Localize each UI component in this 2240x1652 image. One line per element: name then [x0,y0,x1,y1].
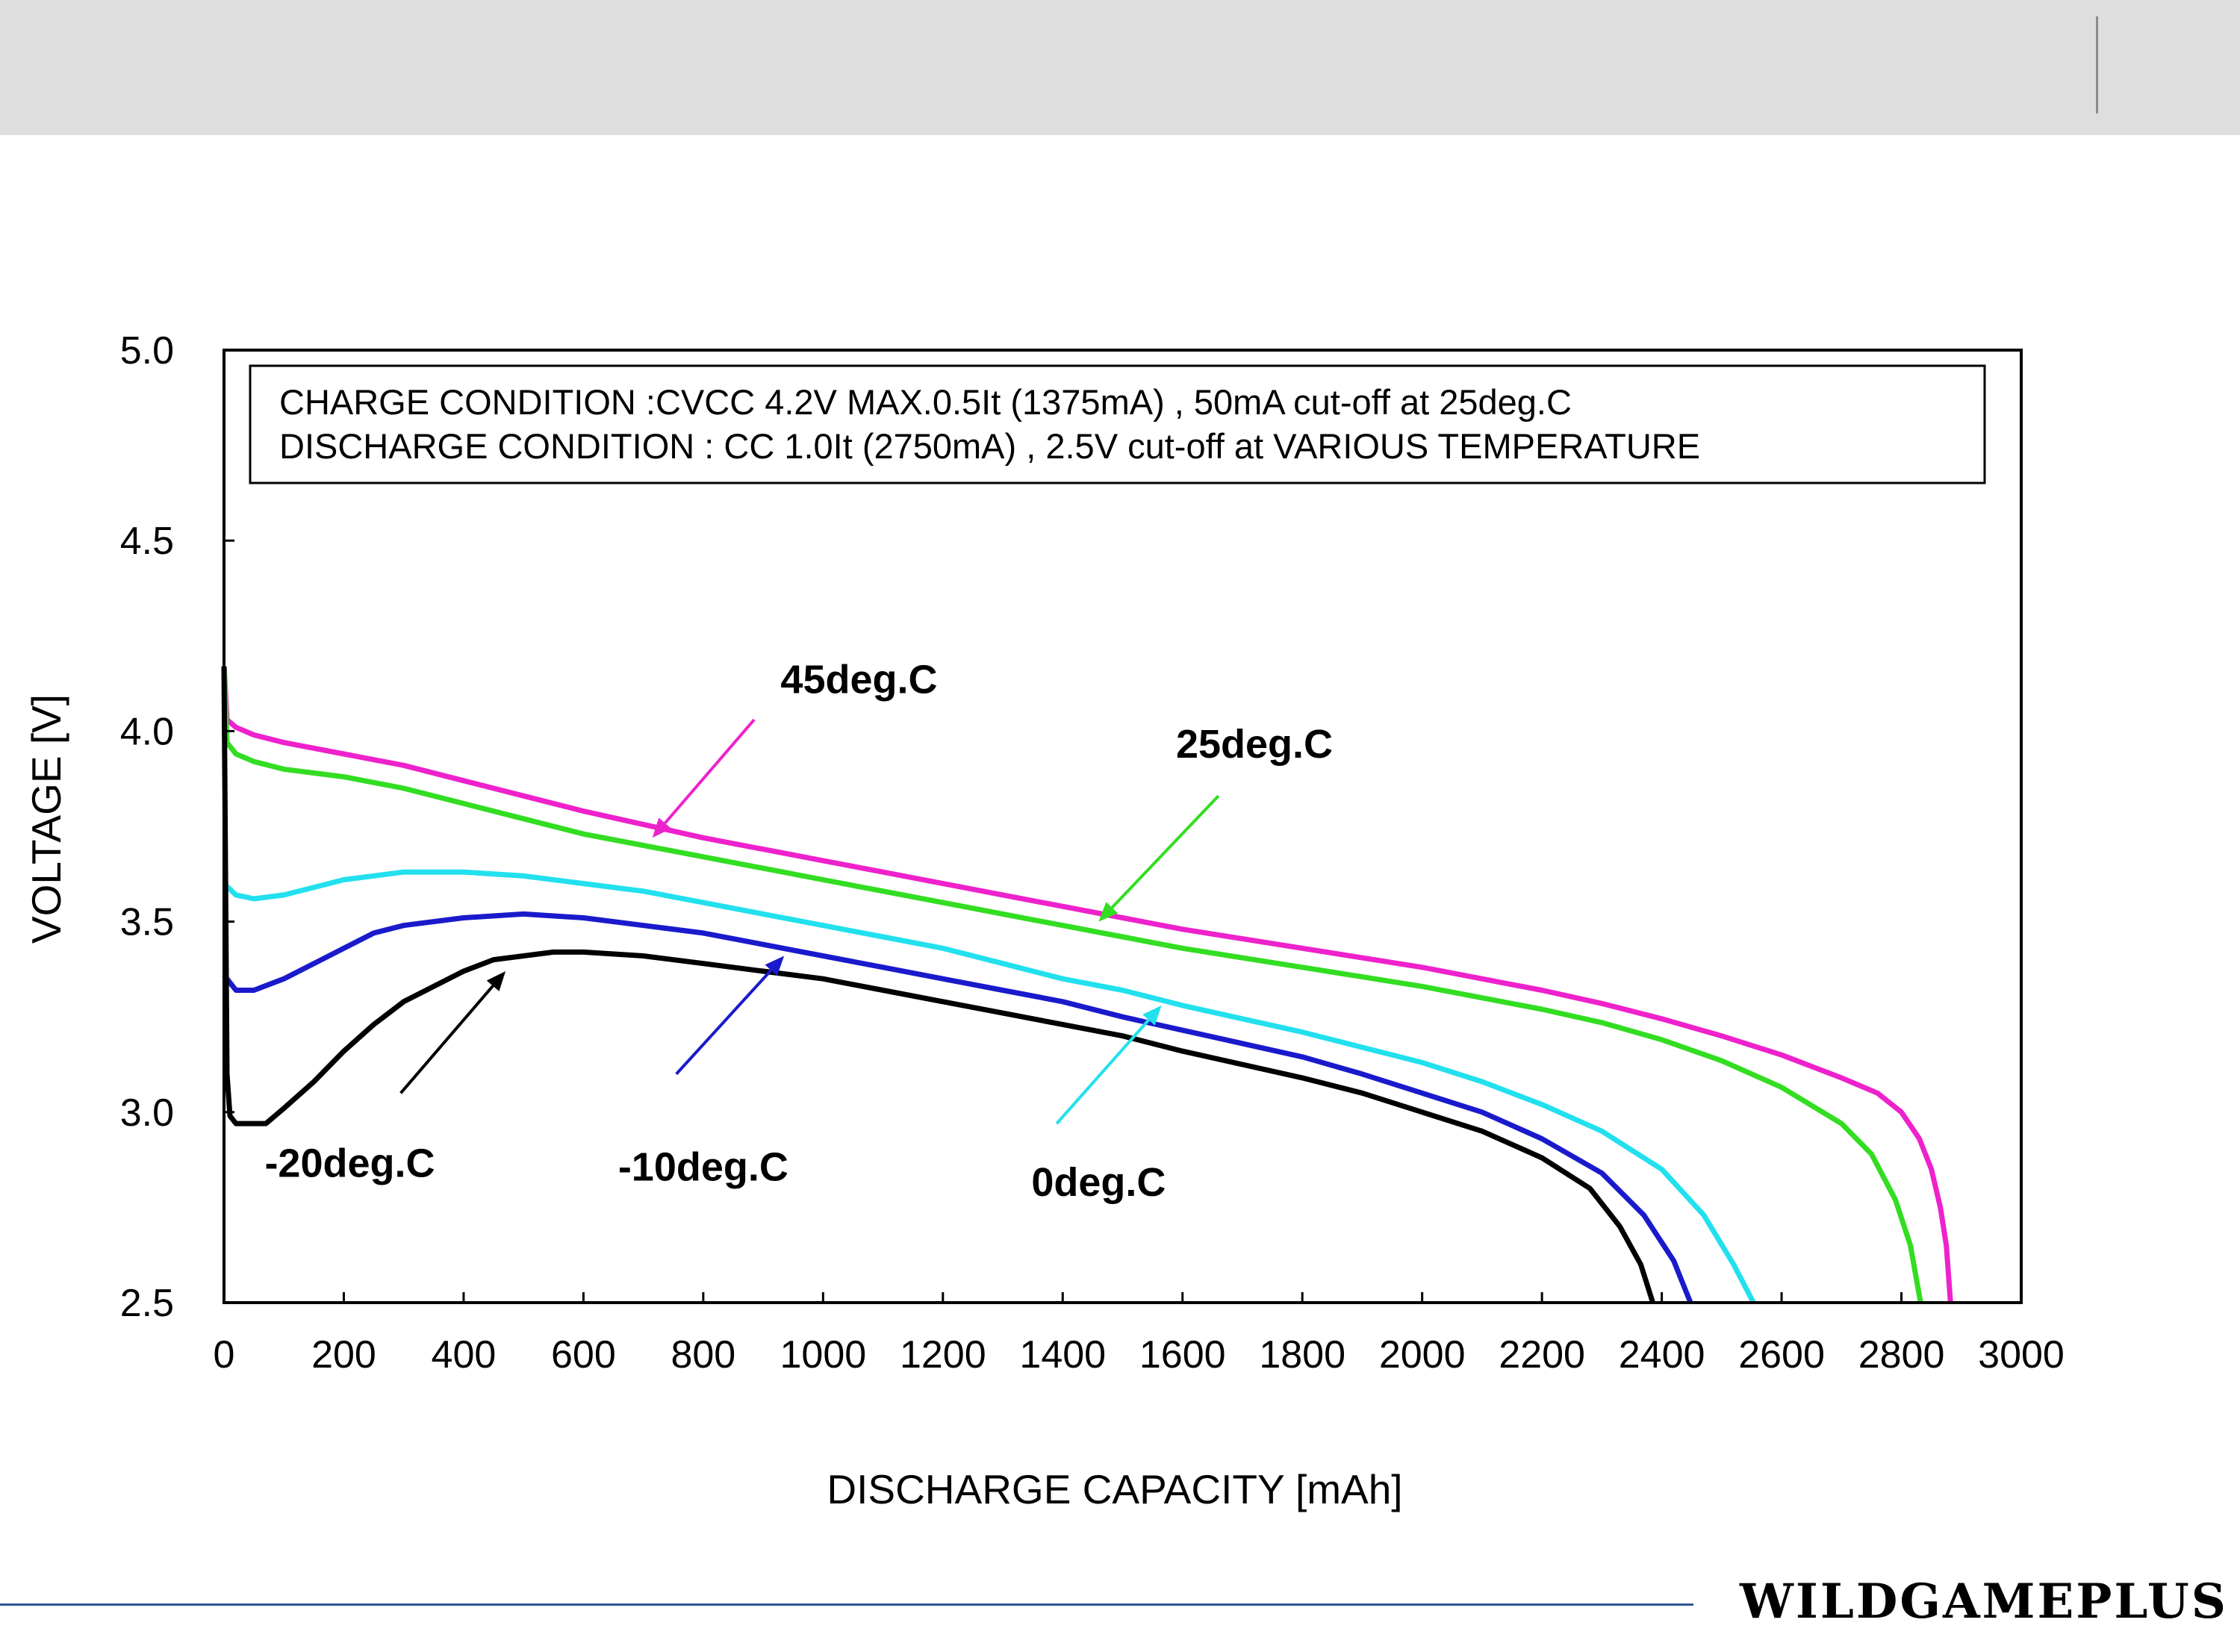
arrow-head-45deg-c [652,817,671,838]
x-ticks-group: 0 200 400 600 800 1000 1200 1400 1600 1800 2000 220… [214,1292,2065,1377]
series-line-10deg-c [222,911,1693,1304]
arrow-head-25deg-c [1098,902,1119,922]
arrow-head-10deg-c [765,956,785,976]
series-group [221,666,1953,1304]
x-tick-label: 2400 [1619,1333,1705,1377]
x-tick-label: 2200 [1499,1333,1585,1377]
x-axis-title: DISCHARGE CAPACITY [mAh] [827,1466,1402,1512]
plot-frame [223,349,2023,1304]
x-tick-label: 2000 [1379,1333,1466,1377]
x-tick-label: 200 [311,1333,376,1377]
x-tick-label: 1200 [900,1333,986,1377]
x-tick-label: 3000 [1978,1333,2065,1377]
x-tick-label: 1000 [780,1333,866,1377]
y-ticks-group: 2.5 3.0 3.5 4.0 4.5 5.0 [120,329,234,1325]
series-line-45deg-c [221,666,1953,1303]
series-label-45deg-c: 45deg.C [780,657,937,702]
series-label-10deg-c: -10deg.C [618,1145,788,1190]
y-tick-label: 3.0 [120,1091,174,1135]
y-tick-label: 5.0 [120,329,174,373]
brand-logo: WILDGAMEPLUS [1740,1574,2228,1630]
x-tick-label: 400 [432,1333,497,1377]
y-tick-label: 2.5 [120,1282,174,1325]
condition-box [249,364,1986,484]
series-line-20deg-c [221,666,1655,1304]
condition-line-1: CHARGE CONDITION :CVCC 4.2V MAX.0.5It (1… [279,382,1572,422]
series-label-0deg-c: 0deg.C [1031,1160,1166,1205]
y-tick-label: 4.5 [120,520,174,563]
y-axis-title: VOLTAGE [V] [23,694,69,944]
x-tick-label: 600 [551,1333,616,1377]
footer-rule [0,1603,1693,1606]
header-divider [2096,16,2098,113]
arrow-shaft-0deg-c [1055,1019,1150,1125]
x-tick-label: 800 [671,1333,735,1377]
y-tick-label: 3.5 [120,901,174,944]
condition-line-2: DISCHARGE CONDITION : CC 1.0It (2750mA) … [279,426,1700,466]
x-tick-label: 1800 [1259,1333,1345,1377]
top-header-band [0,0,2240,135]
y-tick-label: 4.0 [120,710,174,753]
x-tick-label: 2600 [1738,1333,1825,1377]
arrow-head-20deg-c [486,970,506,991]
x-tick-label: 2800 [1858,1333,1945,1377]
x-tick-label: 1400 [1019,1333,1106,1377]
arrow-shaft-45deg-c [664,718,756,824]
arrow-shaft-10deg-c [675,969,773,1076]
x-tick-label: 0 [214,1333,235,1377]
arrow-shaft-20deg-c [399,985,494,1094]
series-label-25deg-c: 25deg.C [1176,722,1333,767]
x-tick-label: 1600 [1139,1333,1226,1377]
arrows-group [399,718,1220,1125]
labels-group: 45deg.C 25deg.C 0deg.C -10deg.C -20deg.C [264,657,1333,1205]
arrow-head-0deg-c [1142,1005,1162,1026]
series-line-25deg-c [221,666,1923,1303]
series-line-0deg-c [222,869,1756,1304]
series-label-20deg-c: -20deg.C [264,1141,435,1186]
arrow-shaft-25deg-c [1110,794,1220,909]
